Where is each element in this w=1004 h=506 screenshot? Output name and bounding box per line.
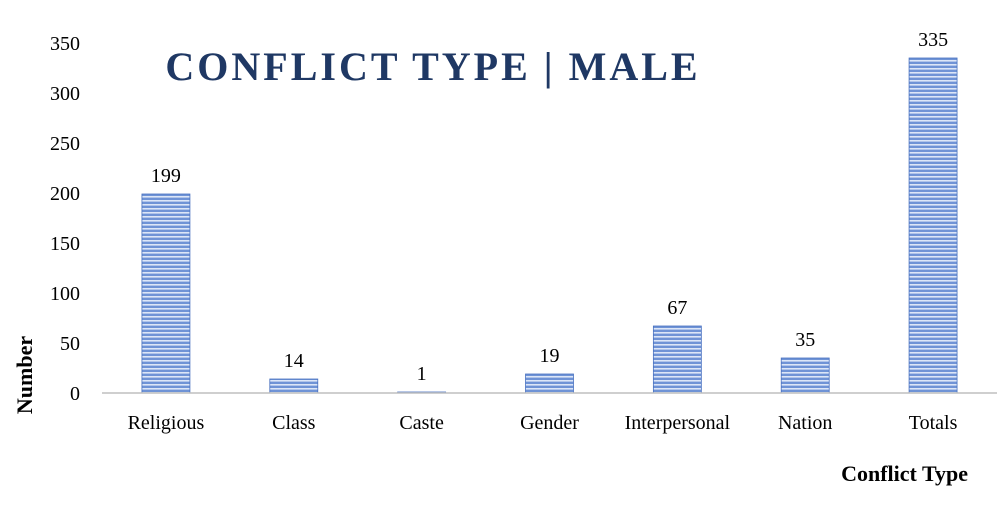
- y-tick-label: 50: [60, 333, 80, 355]
- bar-gender: [525, 373, 574, 394]
- data-label-religious: 199: [151, 165, 181, 187]
- category-label-interpersonal: Interpersonal: [625, 412, 731, 434]
- bars: [141, 57, 958, 394]
- y-tick-label: 300: [50, 83, 80, 105]
- bar-class: [269, 378, 319, 394]
- data-label-interpersonal: 67: [667, 297, 687, 319]
- bar-interpersonal: [652, 325, 702, 394]
- y-tick-label: 100: [50, 283, 80, 305]
- y-tick-label: 350: [50, 33, 80, 55]
- category-label-gender: Gender: [520, 412, 579, 434]
- data-label-nation: 35: [795, 329, 815, 351]
- bar-religious: [141, 193, 191, 394]
- y-axis-ticks: 0 50 100 150 200 250 300 350: [50, 33, 80, 405]
- y-tick-label: 200: [50, 183, 80, 205]
- chart-title: CONFLICT TYPE | MALE: [165, 44, 700, 89]
- y-tick-label: 250: [50, 133, 80, 155]
- data-label-class: 14: [284, 350, 304, 372]
- data-label-caste: 1: [417, 363, 427, 385]
- bar-nation: [780, 357, 830, 394]
- data-label-gender: 19: [540, 345, 560, 367]
- category-label-nation: Nation: [778, 412, 832, 434]
- data-labels: 199 14 1 19 67 35 335: [151, 29, 948, 385]
- category-label-religious: Religious: [128, 412, 205, 434]
- y-axis-title: Number: [12, 336, 37, 414]
- y-tick-label: 150: [50, 233, 80, 255]
- bar-totals: [908, 57, 958, 394]
- data-label-totals: 335: [918, 29, 948, 51]
- category-label-class: Class: [272, 412, 316, 434]
- x-axis-category-labels: Religious Class Caste Gender Interpersonal Na…: [128, 412, 958, 434]
- x-axis-title: Conflict Type: [841, 461, 968, 486]
- category-label-caste: Caste: [399, 412, 444, 434]
- category-label-totals: Totals: [909, 412, 958, 434]
- y-tick-label: 0: [70, 383, 80, 405]
